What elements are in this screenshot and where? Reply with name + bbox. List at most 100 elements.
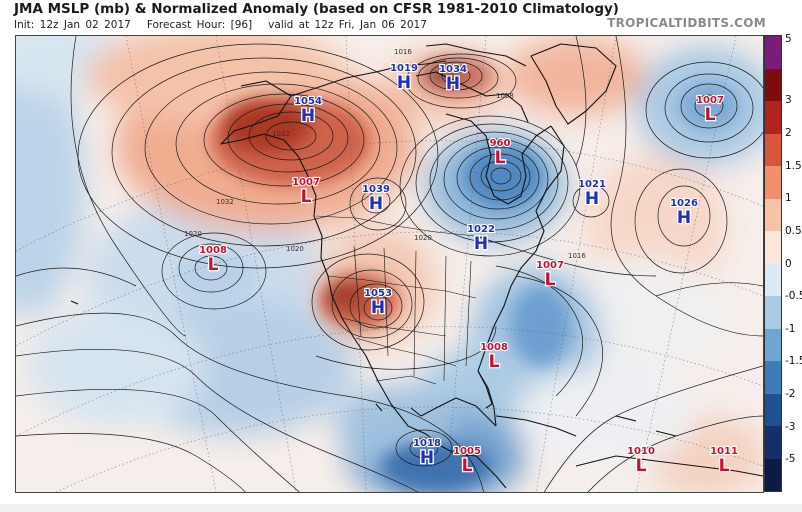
low-pressure-symbol: L [545, 270, 556, 290]
colorbar-tick-label: 1 [785, 192, 792, 205]
isobar-label: 1020 [414, 234, 432, 242]
high-pressure-symbol: H [397, 73, 411, 93]
valid-time: valid at 12z Fri, Jan 06 2017 [268, 19, 427, 31]
high-pressure-symbol: H [585, 189, 599, 209]
pressure-value-label: 1039 [362, 184, 390, 195]
colorbar-segment [765, 296, 781, 329]
colorbar-tick-label: -5 [785, 453, 796, 466]
pressure-value-label: 1034 [439, 64, 467, 75]
pressure-value-label: 1008 [199, 245, 227, 256]
pressure-value-label: 960 [490, 138, 511, 149]
isobar-label: 1020 [184, 230, 202, 238]
low-pressure-symbol: L [462, 456, 473, 476]
pressure-value-label: 1019 [390, 63, 418, 74]
chart-subtitle: Init: 12z Jan 02 2017 Forecast Hour: [96… [14, 19, 427, 31]
coastlines [70, 43, 763, 489]
colorbar-segment [765, 198, 781, 231]
pressure-value-label: 1021 [578, 179, 606, 190]
chart-title: JMA MSLP (mb) & Normalized Anomaly (base… [14, 1, 619, 17]
colorbar-segment [765, 393, 781, 426]
pressure-value-label: 1010 [627, 446, 655, 457]
colorbar-segment [765, 68, 781, 101]
map-canvas: 1016 1032 1020 1020 1020 1016 1008 1032 [16, 36, 763, 492]
isobar-label: 1008 [496, 92, 514, 100]
colorbar-tick-label: 3 [785, 94, 792, 107]
isobar-label-group: 1016 1032 1020 1020 1020 1016 1008 1032 [184, 48, 586, 260]
colorbar-segment [765, 231, 781, 264]
colorbar-segment [765, 361, 781, 394]
isobar-label: 1016 [568, 252, 586, 260]
low-pressure-symbol: L [208, 255, 219, 275]
low-pressure-symbol: L [705, 105, 716, 125]
pressure-value-label: 1007 [536, 260, 564, 271]
mslp-map: 1016 1032 1020 1020 1020 1016 1008 1032 [15, 35, 764, 493]
colorbar-segment [765, 133, 781, 166]
graticule [16, 36, 763, 492]
pressure-value-label: 1007 [292, 177, 320, 188]
low-pressure-symbol: L [636, 456, 647, 476]
low-pressure-symbol: L [495, 148, 506, 168]
pressure-value-label: 1011 [710, 446, 738, 457]
pressure-value-label: 1007 [696, 95, 724, 106]
colorbar-segment [765, 166, 781, 199]
political-boundaries [315, 215, 507, 385]
isobar-label: 1032 [216, 198, 234, 206]
anomaly-colorbar [764, 35, 782, 492]
isobar-contours [16, 36, 763, 492]
isobar-label: 1020 [286, 245, 304, 253]
colorbar-tick-label: -0.5 [785, 290, 802, 303]
high-pressure-symbol: H [371, 298, 385, 318]
pressure-value-label: 1053 [364, 288, 392, 299]
low-pressure-symbol: L [489, 352, 500, 372]
colorbar-tick-label: 1.5 [785, 159, 802, 172]
colorbar-tick-label: 2 [785, 126, 792, 139]
colorbar-segment [765, 458, 781, 491]
high-pressure-symbol: H [420, 448, 434, 468]
pressure-value-label: 1022 [467, 224, 495, 235]
colorbar-tick-label: -2 [785, 388, 796, 401]
high-pressure-symbol: H [446, 74, 460, 94]
pressure-value-label: 1026 [670, 198, 698, 209]
footer-strip [0, 504, 802, 512]
isobar-label: 1032 [272, 130, 290, 138]
isobar-label: 1016 [394, 48, 412, 56]
high-pressure-symbol: H [301, 106, 315, 126]
high-pressure-symbol: H [677, 208, 691, 228]
low-pressure-symbol: L [301, 187, 312, 207]
site-brand: TROPICALTIDBITS.COM [607, 16, 766, 30]
colorbar-tick-label: -1 [785, 322, 796, 335]
pressure-value-label: 1005 [453, 446, 481, 457]
pressure-value-label: 1018 [413, 438, 441, 449]
high-pressure-symbol: H [369, 194, 383, 214]
colorbar-tick-label: 0.5 [785, 224, 802, 237]
init-time: Init: 12z Jan 02 2017 [14, 19, 131, 31]
pressure-value-label: 1008 [480, 342, 508, 353]
colorbar-segment [765, 263, 781, 296]
high-pressure-symbol: H [474, 234, 488, 254]
colorbar-tick-label: -3 [785, 420, 796, 433]
colorbar-tick-label: 0 [785, 257, 792, 270]
colorbar-segment [765, 426, 781, 459]
colorbar-segment [765, 36, 781, 69]
colorbar-segment [765, 328, 781, 361]
colorbar-tick-label: -1.5 [785, 355, 802, 368]
pressure-value-label: 1054 [294, 96, 322, 107]
low-pressure-symbol: L [719, 456, 730, 476]
